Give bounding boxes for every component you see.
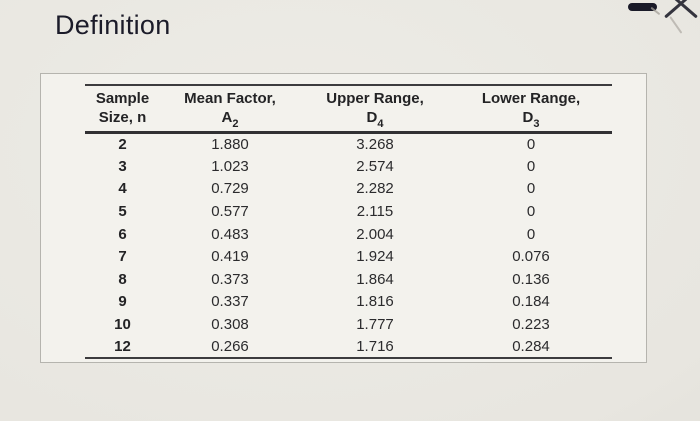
header-symbol: D4 (366, 109, 384, 130)
table-cell-d3: 0 (526, 203, 536, 221)
table-cell-d3: 0.223 (512, 316, 550, 334)
table-cell-d3: 0 (526, 225, 536, 243)
table-cell-a2: 0.308 (211, 316, 249, 334)
table-row: 2 1.880 3.268 0 (85, 133, 612, 156)
table-cell-a2: 0.337 (211, 293, 249, 311)
minimize-icon[interactable] (628, 3, 657, 11)
table-body: 2 1.880 3.268 0 3 1.023 2.574 0 4 0.729 2.282 0 5 0.5… (85, 133, 612, 359)
table-cell-d3: 0.136 (512, 270, 550, 288)
header-line: Sample (95, 90, 150, 107)
table-row: 7 0.419 1.924 0.076 (85, 245, 612, 268)
table-cell-a2: 0.483 (211, 225, 249, 243)
table-row: 6 0.483 2.004 0 (85, 223, 612, 246)
header-symbol: D3 (522, 109, 540, 130)
table-cell-n: 3 (118, 157, 127, 175)
table-cell-n: 4 (118, 180, 127, 198)
col-header-sample-size: Sample Size, n (85, 85, 160, 133)
table-row: 9 0.337 1.816 0.184 (85, 291, 612, 314)
table-cell-d3: 0.284 (512, 338, 550, 356)
table-row: 12 0.266 1.716 0.284 (85, 336, 612, 359)
table-cell-d4: 2.004 (356, 225, 394, 243)
col-header-lower-range: Lower Range, D3 (450, 85, 612, 133)
table-cell-d4: 2.574 (356, 157, 394, 175)
table-cell-d4: 1.816 (356, 293, 394, 311)
table-cell-a2: 1.880 (211, 136, 249, 154)
table-cell-n: 8 (118, 270, 127, 288)
header-line: Lower Range, (481, 90, 581, 107)
table-row: 8 0.373 1.864 0.136 (85, 268, 612, 291)
table-cell-n: 12 (114, 338, 131, 356)
table-cell-n: 5 (118, 203, 127, 221)
table-cell-d3: 0 (526, 180, 536, 198)
table-cell-d3: 0.184 (512, 293, 550, 311)
table-cell-d3: 0.076 (512, 248, 550, 266)
table-cell-d4: 1.924 (356, 248, 394, 266)
table-row: 3 1.023 2.574 0 (85, 155, 612, 178)
header-symbol: A2 (221, 109, 239, 130)
header-line: Mean Factor, (184, 90, 276, 107)
table-cell-a2: 0.577 (211, 203, 249, 221)
table-panel: Sample Size, n Mean Factor, A2 Upper Ran… (40, 73, 647, 363)
table-cell-n: 9 (118, 293, 127, 311)
table-cell-n: 6 (118, 225, 127, 243)
table-cell-d3: 0 (526, 136, 536, 154)
table-cell-a2: 1.023 (211, 157, 249, 175)
col-header-mean-factor: Mean Factor, A2 (160, 85, 300, 133)
table-cell-n: 7 (118, 248, 127, 266)
table-cell-d4: 1.777 (356, 316, 394, 334)
header-line: Size, n (98, 109, 147, 126)
control-chart-constants-table: Sample Size, n Mean Factor, A2 Upper Ran… (85, 84, 612, 359)
col-header-upper-range: Upper Range, D4 (300, 85, 450, 133)
table-cell-a2: 0.729 (211, 180, 249, 198)
table-row: 10 0.308 1.777 0.223 (85, 313, 612, 336)
table-cell-a2: 0.266 (211, 338, 249, 356)
table-cell-d4: 1.716 (356, 338, 394, 356)
page-title: Definition (55, 10, 171, 40)
table-cell-a2: 0.419 (211, 248, 249, 266)
table-cell-d3: 0 (526, 157, 536, 175)
table-row: 4 0.729 2.282 0 (85, 178, 612, 201)
table-cell-n: 2 (118, 136, 127, 154)
table-cell-d4: 2.115 (356, 203, 394, 221)
table-cell-d4: 1.864 (356, 270, 394, 288)
table-cell-d4: 2.282 (356, 180, 394, 198)
scratch-mark (669, 16, 683, 34)
table-row: 5 0.577 2.115 0 (85, 200, 612, 223)
table-cell-d4: 3.268 (356, 136, 394, 154)
table-header-row: Sample Size, n Mean Factor, A2 Upper Ran… (85, 85, 612, 133)
table-cell-a2: 0.373 (211, 270, 249, 288)
header-line: Upper Range, (326, 90, 424, 107)
table-cell-n: 10 (114, 316, 131, 334)
